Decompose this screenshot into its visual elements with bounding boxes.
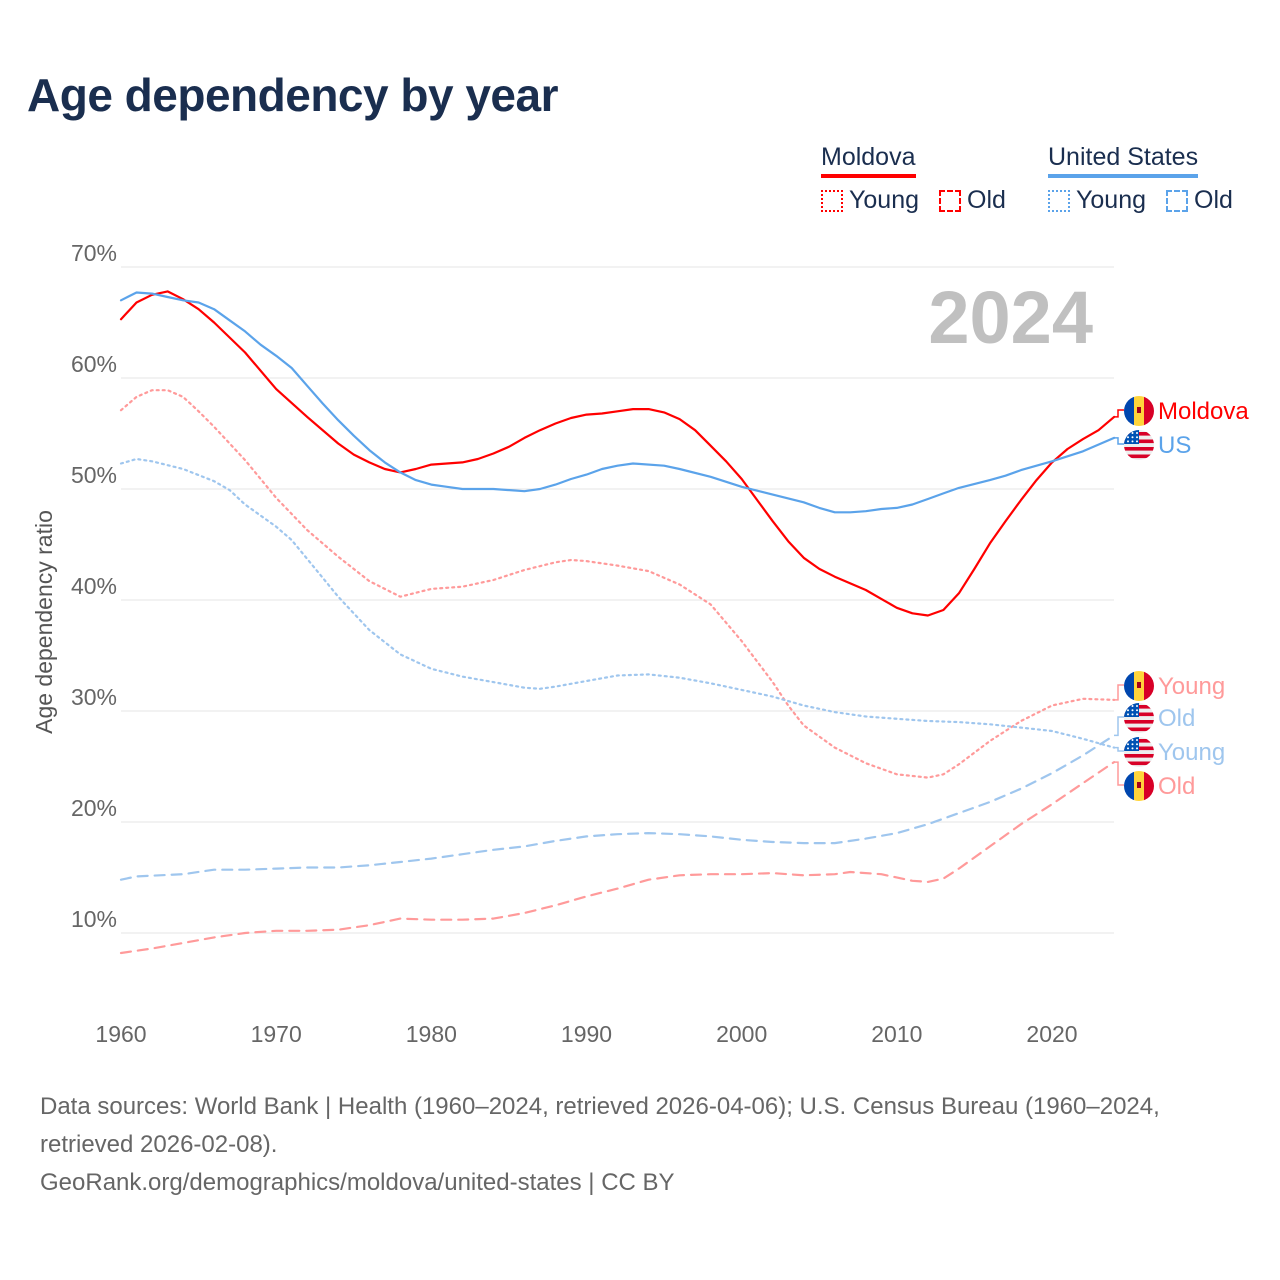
label-connector [1114, 409, 1124, 418]
series-line-moldova-old [119, 761, 1116, 955]
series-end-label: Old [1158, 773, 1195, 800]
series-end-label: US [1158, 432, 1191, 459]
y-tick-label: 40% [71, 573, 117, 599]
x-tick-label: 1980 [406, 1021, 457, 1047]
legend-moldova-old: Old [967, 186, 1006, 214]
footer: Data sources: World Bank | Health (1960–… [40, 1088, 1250, 1202]
legend-moldova-young: Young [849, 186, 919, 214]
series-end-label: Moldova [1158, 398, 1249, 425]
series-end-label: Young [1158, 673, 1225, 700]
series-end-label: Old [1158, 705, 1195, 732]
label-connector [1114, 746, 1124, 752]
y-tick-label: 70% [71, 240, 117, 266]
dotted-swatch-icon [821, 189, 843, 212]
series-line-united-states [119, 291, 1116, 514]
x-tick-label: 2010 [871, 1021, 922, 1047]
legend-moldova: Moldova Young Old [821, 143, 1020, 215]
y-tick-label: 50% [71, 462, 117, 488]
series-line-united-states-old [119, 734, 1116, 881]
legend-us: United States Young Old [1048, 143, 1247, 215]
moldova-flag-icon [1124, 396, 1154, 426]
source-link[interactable]: GeoRank.org/demographics/moldova/united-… [40, 1169, 675, 1196]
dashed-swatch-icon [939, 189, 961, 212]
x-tick-label: 2000 [716, 1021, 767, 1047]
us-flag-icon [1124, 430, 1154, 460]
moldova-flag-icon [1124, 771, 1154, 801]
legend-us-young: Young [1076, 186, 1146, 214]
y-axis-label: Age dependency ratio [31, 510, 57, 734]
legend-us-label: United States [1048, 143, 1199, 178]
x-tick-label: 1960 [95, 1021, 146, 1047]
y-tick-label: 10% [71, 906, 117, 932]
series-line-moldova-young [119, 389, 1116, 779]
y-tick-label: 60% [71, 351, 117, 377]
label-connector [1114, 761, 1124, 786]
dashed-swatch-icon [1166, 189, 1188, 212]
series-line-moldova [119, 290, 1116, 617]
label-connector [1114, 437, 1124, 445]
legend-moldova-label: Moldova [821, 143, 916, 178]
label-connector [1114, 716, 1124, 737]
moldova-flag-icon [1124, 671, 1154, 701]
data-sources: Data sources: World Bank | Health (1960–… [40, 1093, 1160, 1158]
x-tick-label: 2020 [1026, 1021, 1077, 1047]
us-flag-icon [1124, 703, 1154, 733]
dotted-swatch-icon [1048, 189, 1070, 212]
legend-us-old: Old [1194, 186, 1233, 214]
y-tick-label: 20% [71, 795, 117, 821]
label-connector [1114, 684, 1124, 701]
chart-title: Age dependency by year [27, 69, 558, 121]
x-tick-label: 1970 [251, 1021, 302, 1047]
series-end-label: Young [1158, 739, 1225, 766]
x-tick-label: 1990 [561, 1021, 612, 1047]
y-tick-label: 30% [71, 684, 117, 710]
year-watermark: 2024 [928, 276, 1093, 359]
us-flag-icon [1124, 737, 1154, 767]
series-line-united-states-young [119, 457, 1116, 749]
